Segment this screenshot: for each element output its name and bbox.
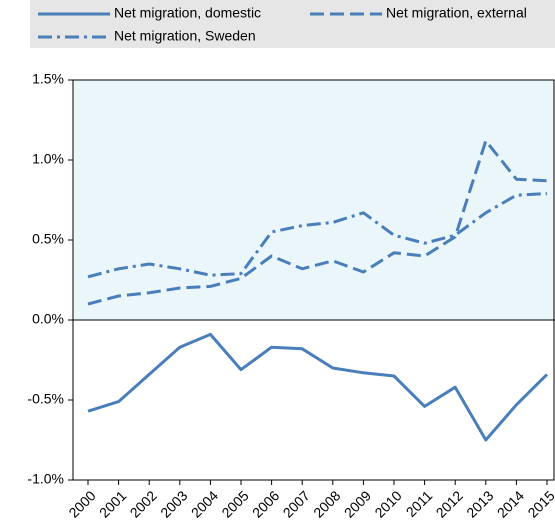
x-tick-label: 2011 (403, 487, 436, 520)
x-tick-label: 2008 (310, 487, 343, 520)
legend-box (30, 0, 555, 48)
y-tick-label: -0.5% (27, 391, 64, 407)
y-tick-label: 1.0% (32, 151, 64, 167)
x-tick-label: 2004 (188, 487, 221, 520)
x-tick-label: 2005 (218, 487, 251, 520)
y-tick-label: 0.5% (32, 231, 64, 247)
x-tick-label: 2006 (249, 487, 282, 520)
series-line (87, 192, 548, 279)
x-tick-label: 2002 (127, 487, 160, 520)
x-tick-label: 2013 (463, 487, 496, 520)
series-line (87, 332, 549, 442)
y-tick-label: 1.5% (32, 71, 64, 87)
x-tick-label: 2012 (433, 487, 466, 520)
x-tick-label: 2007 (280, 487, 313, 520)
x-tick-label: 2014 (494, 487, 527, 520)
positive-area (73, 80, 555, 320)
x-tick-label: 2003 (157, 487, 190, 520)
legend-label: Net migration, external (386, 5, 527, 21)
x-tick-label: 2009 (341, 487, 374, 520)
y-tick-label: 0.0% (32, 311, 64, 327)
plot-frame (72, 79, 555, 481)
x-tick-label: 2015 (524, 487, 555, 520)
legend-label: Net migration, domestic (114, 5, 261, 21)
y-tick-label: -1.0% (27, 471, 64, 487)
x-tick-label: 2000 (65, 487, 98, 520)
x-tick-label: 2001 (96, 487, 129, 520)
x-tick-label: 2010 (371, 487, 404, 520)
legend-label: Net migration, Sweden (114, 28, 256, 44)
series-line (87, 139, 548, 306)
